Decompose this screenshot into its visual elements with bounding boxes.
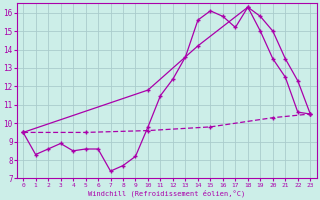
X-axis label: Windchill (Refroidissement éolien,°C): Windchill (Refroidissement éolien,°C): [88, 189, 245, 197]
